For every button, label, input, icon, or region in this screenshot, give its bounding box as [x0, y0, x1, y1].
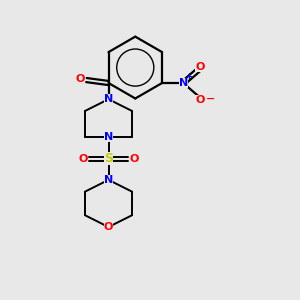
Text: O: O — [129, 154, 139, 164]
Text: N: N — [104, 175, 113, 185]
Text: −: − — [206, 94, 216, 104]
Text: O: O — [195, 95, 205, 105]
Text: N: N — [104, 133, 113, 142]
Text: O: O — [104, 222, 113, 232]
Text: O: O — [75, 74, 85, 84]
Text: +: + — [185, 72, 192, 81]
Text: S: S — [104, 152, 113, 165]
Text: O: O — [78, 154, 88, 164]
Text: N: N — [178, 78, 188, 88]
Text: N: N — [104, 94, 113, 104]
Text: O: O — [195, 62, 205, 72]
